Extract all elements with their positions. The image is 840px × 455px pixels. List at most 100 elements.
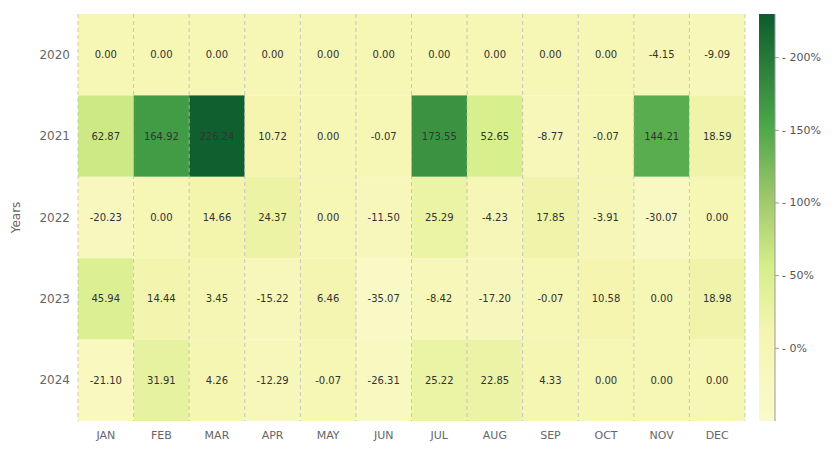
heatmap-cell [356, 95, 412, 176]
data-label: -8.77 [538, 131, 564, 142]
grid-line [133, 14, 134, 421]
heatmap-cell [634, 95, 690, 176]
heatmap-cell [78, 177, 134, 258]
data-label: 4.26 [206, 375, 228, 386]
y-axis-label: Years [9, 202, 23, 235]
data-label: 0.00 [595, 375, 617, 386]
heatmap-cell [689, 95, 745, 176]
data-label: 25.22 [425, 375, 454, 386]
heatmap-cell [523, 14, 579, 95]
heatmap-cell [189, 340, 245, 421]
heatmap-cell [634, 340, 690, 421]
grid-line [578, 14, 579, 421]
heatmap-cell [634, 14, 690, 95]
x-axis: JANFEBMARAPRMAYJUNJULAUGSEPOCTNOVDEC [95, 429, 729, 442]
grid-line [522, 14, 523, 421]
heatmap-cell [78, 95, 134, 176]
colorbar-tick-label: - 150% [782, 124, 821, 137]
heatmap-cell [412, 14, 468, 95]
cells [78, 14, 745, 421]
data-label: 0.00 [150, 49, 172, 60]
grid-line [189, 14, 190, 421]
data-label: -35.07 [368, 293, 400, 304]
x-tick-label: SEP [540, 429, 561, 442]
heatmap-cell [412, 340, 468, 421]
data-label: 25.29 [425, 212, 454, 223]
heatmap-cell [578, 14, 634, 95]
heatmap-cell [245, 340, 301, 421]
y-tick-label: 2021 [39, 129, 70, 143]
colorbar-tick [775, 57, 779, 58]
heatmap-cell [467, 340, 523, 421]
colorbar-tick-label: - 200% [782, 51, 821, 64]
colorbar-tick [775, 348, 779, 349]
heatmap-cell [578, 177, 634, 258]
x-tick-label: APR [262, 429, 284, 442]
heatmap-cell [245, 95, 301, 176]
heatmap-cell [189, 14, 245, 95]
data-label: 0.00 [706, 375, 728, 386]
heatmap-cell [134, 258, 190, 339]
heatmap-cell [412, 258, 468, 339]
x-tick-label: JUL [430, 429, 449, 442]
data-label: 0.00 [595, 49, 617, 60]
grid-line [745, 14, 746, 421]
y-tick-label: 2024 [39, 373, 70, 387]
data-label: -4.15 [649, 49, 675, 60]
heatmap-cell [189, 258, 245, 339]
grid-line [633, 14, 634, 421]
colorbar-tick [775, 130, 779, 131]
heatmap-cell [412, 177, 468, 258]
x-tick-label: FEB [151, 429, 172, 442]
heatmap-cell [467, 258, 523, 339]
data-label: 14.44 [147, 293, 176, 304]
data-label: 45.94 [91, 293, 120, 304]
heatmap-cell [578, 258, 634, 339]
x-tick-label: JAN [95, 429, 115, 442]
data-label: 22.85 [481, 375, 510, 386]
data-label: 226.24 [199, 131, 234, 142]
data-label: -0.07 [371, 131, 397, 142]
heatmap-cell [78, 340, 134, 421]
colorbar-gradient [759, 14, 775, 421]
data-label: -0.07 [315, 375, 341, 386]
grid-line [467, 14, 468, 421]
data-label: 0.00 [539, 49, 561, 60]
data-label: 18.98 [703, 293, 732, 304]
data-label: 0.00 [484, 49, 506, 60]
data-label: -21.10 [90, 375, 122, 386]
colorbar: - 0%- 50%- 100%- 150%- 200% [759, 14, 821, 421]
grid [78, 14, 745, 421]
heatmap-cell [300, 340, 356, 421]
heatmap-cell [689, 258, 745, 339]
heatmap-cell [134, 177, 190, 258]
data-labels: 0.00 0.00 0.00 0.00 0.00 0.00 0.00 0.00 0.00 0.00… [90, 49, 732, 386]
data-label: 0.00 [428, 49, 450, 60]
heatmap-cell [300, 177, 356, 258]
heatmap-cell [578, 340, 634, 421]
heatmap-cell [689, 340, 745, 421]
colorbar-tick-label: - 100% [782, 196, 821, 209]
heatmap-cell [356, 177, 412, 258]
data-label: -4.23 [482, 212, 508, 223]
heatmap-cell [245, 14, 301, 95]
heatmap-cell [356, 340, 412, 421]
heatmap-cell [689, 177, 745, 258]
grid-line [689, 14, 690, 421]
heatmap-cell [189, 95, 245, 176]
grid-line [300, 14, 301, 421]
data-label: 0.00 [206, 49, 228, 60]
data-label: 173.55 [422, 131, 457, 142]
data-label: 0.00 [706, 212, 728, 223]
heatmap-cell [356, 14, 412, 95]
data-label: 0.00 [317, 131, 339, 142]
data-label: -20.23 [90, 212, 122, 223]
data-label: 144.21 [644, 131, 679, 142]
grid-line [355, 14, 356, 421]
data-label: -0.07 [593, 131, 619, 142]
data-label: 52.65 [481, 131, 510, 142]
chart-container: 0.00 0.00 0.00 0.00 0.00 0.00 0.00 0.00 0.00 0.00… [0, 0, 840, 455]
x-tick-label: JUN [373, 429, 394, 442]
heatmap-cell [245, 177, 301, 258]
heatmap-cell [78, 14, 134, 95]
